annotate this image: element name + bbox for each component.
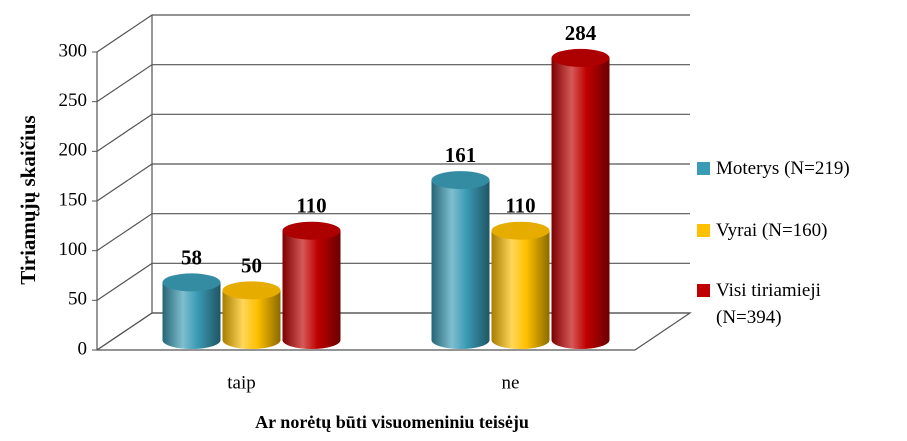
grid-line (96, 213, 690, 252)
legend-item: Moterys (N=219) (697, 155, 897, 182)
y-tick-label: 50 (68, 289, 87, 310)
bar-top (491, 221, 550, 240)
legend-swatch (697, 162, 710, 175)
value-label: 284 (565, 21, 597, 45)
x-tick-label: ne (502, 372, 520, 393)
legend-label: Moterys (N=219) (716, 158, 850, 179)
bar-top (222, 281, 281, 300)
y-tick-label: 100 (59, 239, 88, 260)
bar (222, 290, 281, 349)
bar-top (551, 48, 610, 67)
legend-item: Vyrai (N=160) (697, 217, 897, 244)
legend-label: Vyrai (N=160) (716, 220, 828, 241)
grid-line (96, 14, 690, 53)
bar-top (431, 171, 490, 190)
bar (491, 230, 550, 349)
value-label: 50 (241, 253, 262, 277)
bar-top (282, 221, 341, 240)
bar (282, 230, 341, 349)
grid-line (96, 113, 690, 152)
y-tick-label: 250 (59, 90, 88, 111)
y-tick-label: 200 (59, 140, 88, 161)
grid-line (96, 163, 690, 202)
x-axis-label: Ar norėtų būti visuomeniniu teisėju (255, 412, 529, 432)
x-tick-label: taip (227, 372, 256, 393)
y-axis-label: Tiriamųjų skaičius (16, 115, 40, 284)
value-label: 110 (296, 194, 326, 218)
bar (162, 282, 221, 349)
legend-item: Visi tiriamieji (N=394) (697, 277, 897, 331)
bar-top (162, 273, 221, 292)
value-label: 161 (445, 143, 477, 167)
legend-label: Visi tiriamieji (N=394) (716, 280, 821, 328)
legend-swatch (697, 284, 710, 297)
legend-swatch (697, 224, 710, 237)
y-tick-label: 150 (59, 189, 88, 210)
bar (431, 180, 490, 349)
y-tick-label: 300 (59, 40, 88, 61)
grid-line (96, 64, 690, 103)
value-label: 110 (505, 194, 535, 218)
value-label: 58 (181, 245, 202, 269)
y-tick-label: 0 (78, 338, 88, 359)
bar (551, 57, 610, 349)
